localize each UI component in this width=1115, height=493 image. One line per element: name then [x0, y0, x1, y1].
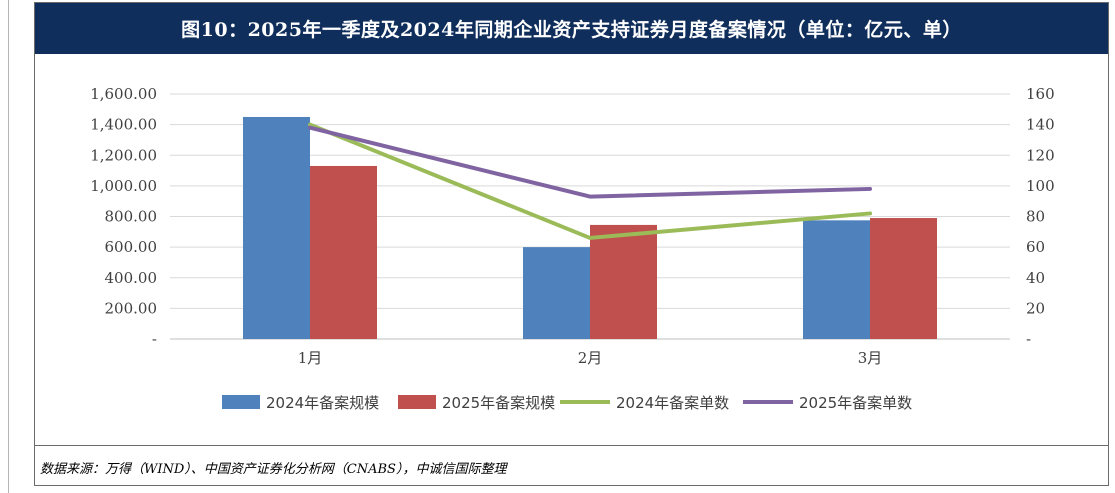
series-line	[308, 122, 872, 240]
y-left-tick-label: 800.00	[105, 208, 158, 226]
bar	[803, 220, 870, 339]
y-left-tick-label: 1,200.00	[90, 146, 157, 164]
legend-swatch	[222, 395, 260, 409]
legend-label: 2024年备案规模	[266, 394, 379, 412]
bar	[523, 247, 590, 339]
combo-chart: - 200.00 400.00 600.00 800.00 1,000.00 1,200.0…	[90, 85, 1055, 412]
x-tick-label: 1月	[298, 349, 323, 367]
y-left-tick-label: 1,400.00	[90, 116, 157, 134]
bar	[870, 218, 937, 339]
source-note: 数据来源：万得（WIND）、中国资产证券化分析网（CNABS），中诚信国际整理	[40, 462, 507, 477]
series-line	[308, 125, 872, 199]
y-right-tick-label: 160	[1026, 85, 1055, 103]
y-left-tick-label: 400.00	[105, 269, 158, 287]
y-right-tick-label: 80	[1026, 208, 1045, 226]
figure-title: 图10：2025年一季度及2024年同期企业资产支持证券月度备案情况（单位：亿元…	[35, 3, 1108, 54]
y-right-tick-label: 40	[1026, 269, 1045, 287]
legend-label: 2025年备案规模	[442, 394, 555, 412]
legend-label: 2025年备案单数	[799, 394, 912, 412]
y-right-tick-label: 100	[1026, 177, 1055, 195]
bar	[310, 165, 377, 339]
y-left-tick-label: 600.00	[105, 238, 158, 256]
legend-swatch	[398, 395, 436, 409]
y-right-tick-label: 120	[1026, 146, 1055, 164]
y-left-tick-label: 200.00	[105, 299, 158, 317]
y-right-tick-label: 140	[1026, 116, 1055, 134]
y-left-tick-label: 1,600.00	[90, 85, 157, 103]
y-right-tick-label: -	[1026, 330, 1031, 348]
bar	[243, 116, 310, 339]
y-left-tick-label: 1,000.00	[90, 177, 157, 195]
y-right-tick-label: 20	[1026, 299, 1045, 317]
bar	[590, 224, 657, 339]
y-right-tick-label: 60	[1026, 238, 1045, 256]
page-left-rule	[8, 0, 9, 493]
figure-frame: 图10：2025年一季度及2024年同期企业资产支持证券月度备案情况（单位：亿元…	[34, 2, 1109, 486]
y-left-tick-label: -	[152, 330, 157, 348]
x-tick-label: 3月	[858, 349, 883, 367]
source-divider	[34, 445, 1109, 446]
legend-label: 2024年备案单数	[616, 394, 729, 412]
x-tick-label: 2月	[578, 349, 603, 367]
